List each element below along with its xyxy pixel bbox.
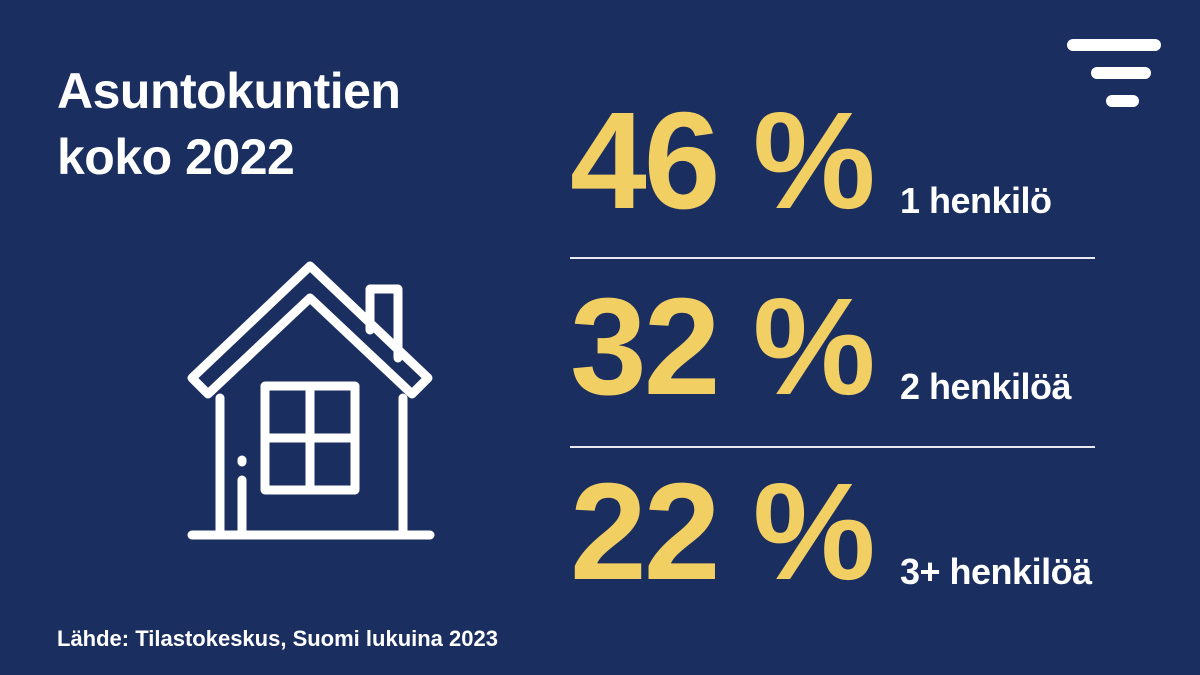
stat-value: 46 % <box>570 84 876 238</box>
stat-label: 3+ henkilöä <box>900 551 1092 592</box>
source: Lähde: Tilastokeskus, Suomi lukuina 2023 <box>57 626 498 651</box>
separator <box>570 257 1095 259</box>
stat: 32 % 2 henkilöä <box>570 278 1130 416</box>
stat-label: 1 henkilö <box>900 180 1052 221</box>
stat: 46 % 1 henkilö <box>570 92 1130 230</box>
title-line: koko 2022 <box>57 129 295 185</box>
stat-value: 32 % <box>570 270 876 424</box>
stat: 22 % 3+ henkilöä <box>570 463 1130 601</box>
stat-label: 2 henkilöä <box>900 366 1072 407</box>
title-line: Asuntokuntien <box>57 63 401 119</box>
separator <box>570 446 1095 448</box>
stat-value: 22 % <box>570 455 876 609</box>
title: Asuntokuntien koko 2022 <box>57 58 401 190</box>
house-icon <box>187 261 435 540</box>
logo <box>1067 39 1161 107</box>
